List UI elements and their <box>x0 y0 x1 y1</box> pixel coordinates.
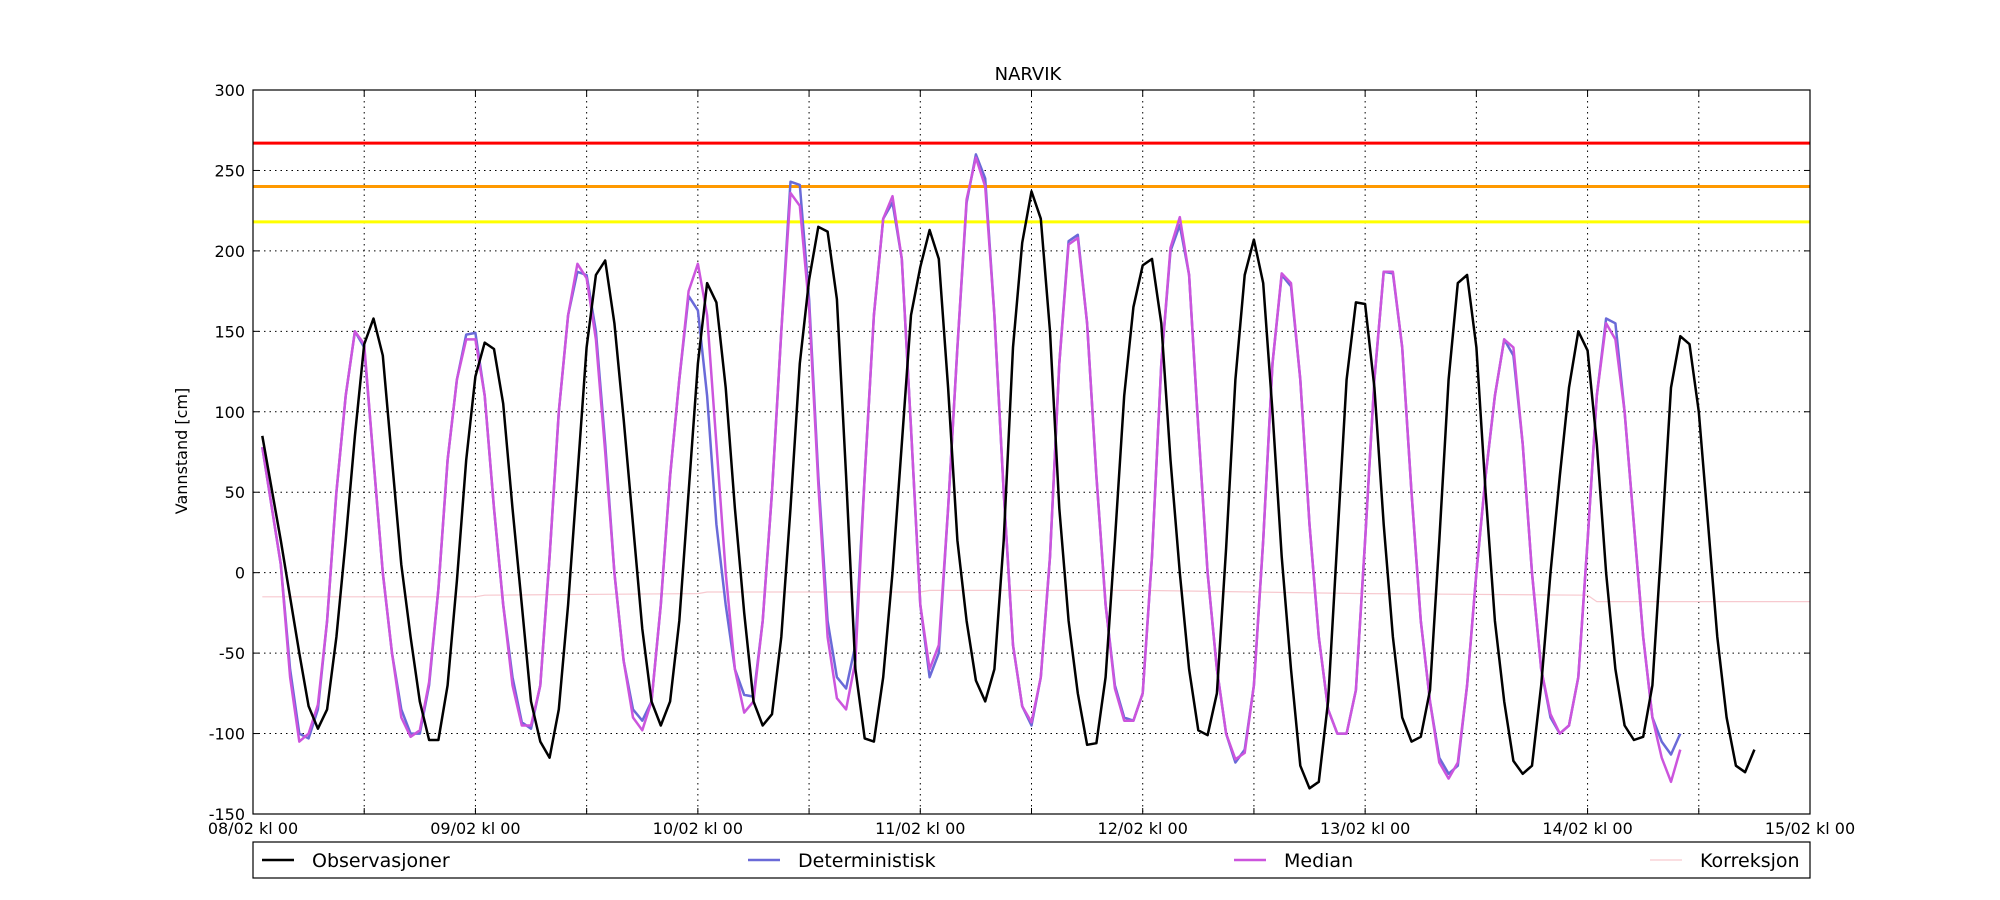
y-tick-label: -100 <box>209 725 245 744</box>
y-tick-label: 200 <box>214 242 245 261</box>
chart-title: NARVIK <box>995 64 1063 85</box>
grid-lines <box>253 90 1810 814</box>
plot-frame <box>252 89 1811 815</box>
series-lines <box>261 153 1810 790</box>
x-tick-label: 10/02 kl 00 <box>653 819 743 838</box>
legend-label: Observasjoner <box>312 850 450 872</box>
y-ticks: -150 -100 -50 0 50 100 150 200 250 300 <box>209 81 1810 824</box>
x-tick-label: 12/02 kl 00 <box>1098 819 1188 838</box>
legend-label: Median <box>1284 850 1353 872</box>
y-tick-label: 150 <box>214 322 245 341</box>
y-tick-label: -50 <box>219 644 245 663</box>
legend-box <box>252 841 1811 879</box>
y-axis-label: Vannstand [cm] <box>172 388 191 514</box>
y-tick-label: -150 <box>209 805 245 824</box>
y-tick-label: 50 <box>225 483 245 502</box>
series-line-korreksjon <box>262 589 1810 603</box>
x-tick-label: 15/02 kl 00 <box>1765 819 1855 838</box>
x-tick-label: 09/02 kl 00 <box>430 819 520 838</box>
y-tick-label: 250 <box>214 161 245 180</box>
legend-label: Deterministisk <box>798 850 936 872</box>
legend-label: Korreksjon <box>1700 850 1800 872</box>
x-tick-label: 11/02 kl 00 <box>875 819 965 838</box>
x-tick-label: 14/02 kl 00 <box>1542 819 1632 838</box>
legend: Observasjoner Deterministisk Median Korreks… <box>252 841 1811 879</box>
threshold-lines <box>253 141 1810 224</box>
x-tick-label: 08/02 kl 00 <box>208 819 298 838</box>
y-tick-label: 100 <box>214 403 245 422</box>
series-line-median <box>261 156 1682 784</box>
y-tick-label: 0 <box>235 564 245 583</box>
x-ticks: 08/02 kl 00 09/02 kl 00 10/02 kl 00 11/02 k… <box>208 90 1855 838</box>
x-tick-label: 13/02 kl 00 <box>1320 819 1410 838</box>
y-tick-label: 300 <box>214 81 245 100</box>
series-line-observasjoner <box>261 190 1756 790</box>
